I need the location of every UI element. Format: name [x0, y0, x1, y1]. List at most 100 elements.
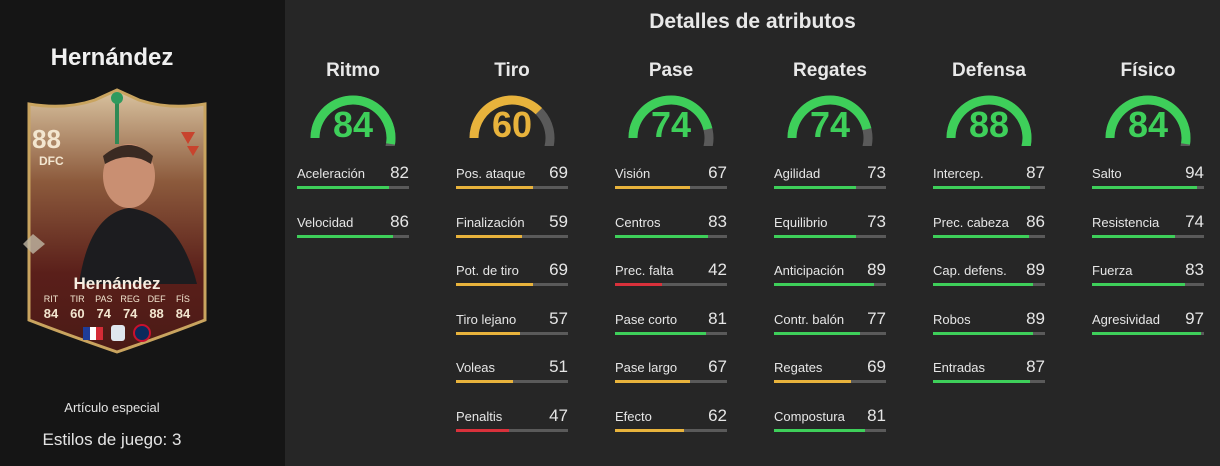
attribute-bar-fill: [456, 186, 534, 189]
card-stat: DEF 88: [145, 294, 169, 321]
attribute-bar-track: [933, 234, 1045, 238]
attribute-bar-fill: [1092, 234, 1175, 238]
attribute-name: Visión: [615, 166, 651, 181]
group-gauge: 88: [941, 90, 1037, 146]
attribute-bar-fill: [933, 331, 1033, 335]
card-stat-value: 84: [175, 306, 191, 321]
attribute-value: 87: [1026, 357, 1045, 377]
attribute-value: 59: [549, 211, 568, 231]
group-value: 88: [968, 104, 1010, 145]
attribute-name: Finalización: [456, 214, 525, 230]
card-stat-value: 84: [43, 306, 59, 321]
player-card[interactable]: 88 DFC Hernández RIT 84 TIR 60 PAS 74 REG 74…: [19, 84, 215, 356]
item-type-label: Artículo especial: [64, 400, 160, 415]
attribute-group-0: Ritmo 84 Aceleración 82 Velocidad 86: [297, 60, 409, 460]
attribute-bar-track: [456, 429, 568, 432]
attribute-bar-track: [1092, 283, 1204, 287]
card-stat-label: PAS: [95, 294, 113, 304]
attribute-value: 69: [867, 357, 886, 377]
attribute-value: 81: [867, 406, 886, 425]
attribute-bar-fill: [774, 380, 852, 384]
attribute-group-1: Tiro 60 Pos. ataque 69 Finalización 59 Pot. de…: [456, 60, 568, 460]
attribute-bar-fill: [456, 234, 523, 238]
attribute-value: 83: [1185, 260, 1204, 280]
attribute-bar-fill: [774, 331, 861, 335]
attribute-name: Velocidad: [297, 214, 354, 230]
group-value: 84: [332, 104, 374, 145]
attribute-name: Salto: [1092, 166, 1122, 181]
attribute-bar-fill: [456, 331, 520, 335]
attribute-bar-track: [933, 283, 1045, 287]
attribute-value: 83: [708, 211, 727, 231]
group-name: Ritmo: [326, 60, 380, 81]
card-stats: RIT 84 TIR 60 PAS 74 REG 74 DEF 88 FÍS 84: [39, 294, 195, 321]
attribute-row: Cap. defens. 89: [933, 260, 1045, 293]
attribute-row: Agilidad 73: [774, 163, 886, 196]
group-name: Tiro: [494, 60, 530, 81]
attribute-value: 81: [708, 308, 727, 328]
attribute-name: Pos. ataque: [456, 166, 526, 181]
attribute-bar-track: [456, 283, 568, 287]
attribute-bar-fill: [456, 283, 534, 287]
attribute-row: Contr. balón 77: [774, 309, 886, 342]
group-value: 60: [491, 104, 533, 145]
attribute-bar-track: [456, 186, 568, 189]
card-stat-label: RIT: [43, 294, 59, 304]
group-value: 84: [1127, 104, 1169, 145]
gauge-arc: [946, 95, 1032, 146]
attribute-value: 86: [390, 211, 409, 231]
attribute-row: Salto 94: [1092, 163, 1204, 196]
attribute-name: Voleas: [456, 360, 496, 376]
group-name: Pase: [648, 60, 694, 81]
attribute-row: Finalización 59: [456, 211, 568, 245]
club-crest-icon: [133, 324, 151, 342]
attribute-bar-track: [774, 380, 886, 384]
attribute-name: Anticipación: [774, 263, 845, 279]
attribute-bar-track: [774, 331, 886, 335]
attribute-bar-fill: [456, 429, 509, 432]
attribute-row: Robos 89: [933, 309, 1045, 342]
attribute-value: 69: [549, 260, 568, 280]
gauge-arc: [469, 95, 555, 146]
group-value: 74: [809, 104, 851, 145]
france-flag-icon: [83, 326, 104, 340]
attribute-bar-fill: [297, 186, 389, 189]
attribute-value: 89: [867, 260, 886, 280]
attribute-bar-track: [615, 331, 727, 335]
attribute-bar-track: [615, 380, 727, 384]
attribute-row: Voleas 51: [456, 357, 568, 390]
card-stat-value: 74: [122, 306, 138, 321]
group-gauge: 74: [623, 90, 719, 146]
attribute-group-3: Regates 74 Agilidad 73 Equilibrio 73 Anticipac…: [774, 60, 886, 460]
card-stat: PAS 74: [92, 294, 116, 321]
attribute-row: Regates 69: [774, 357, 886, 390]
attribute-row: Pot. de tiro 69: [456, 260, 568, 293]
attribute-bar-track: [933, 186, 1045, 189]
attribute-bar-fill: [933, 234, 1030, 238]
attribute-name: Agresividad: [1092, 311, 1160, 327]
attribute-bar-track: [615, 283, 727, 287]
attribute-row: Entradas 87: [933, 357, 1045, 390]
attribute-group-2: Pase 74 Visión 67 Centros 83 Prec. falta 42 Pase…: [615, 60, 727, 460]
attribute-bar-fill: [774, 283, 874, 287]
attribute-value: 57: [549, 308, 568, 328]
group-value: 74: [650, 104, 692, 145]
attribute-name: Prec. cabeza: [933, 214, 1009, 230]
group-gauge: 84: [305, 90, 401, 146]
attribute-value: 82: [390, 163, 409, 182]
attribute-row: Compostura 81: [774, 406, 886, 439]
attribute-bar-track: [1092, 331, 1204, 335]
attribute-row: Prec. cabeza 86: [933, 212, 1045, 245]
attribute-bar-track: [774, 186, 886, 189]
card-stat-value: 74: [96, 306, 112, 321]
attribute-bar-track: [615, 429, 727, 432]
card-stat-label: REG: [120, 294, 140, 304]
attribute-name: Prec. falta: [615, 263, 674, 279]
card-stat-value: 88: [149, 306, 164, 321]
attribute-bar-fill: [1092, 283, 1185, 287]
attribute-value: 69: [549, 163, 568, 182]
attribute-bar-track: [774, 429, 886, 432]
attribute-row: Efecto 62: [615, 406, 727, 439]
gauge-arc: [628, 95, 714, 146]
attribute-name: Pase largo: [615, 360, 678, 376]
